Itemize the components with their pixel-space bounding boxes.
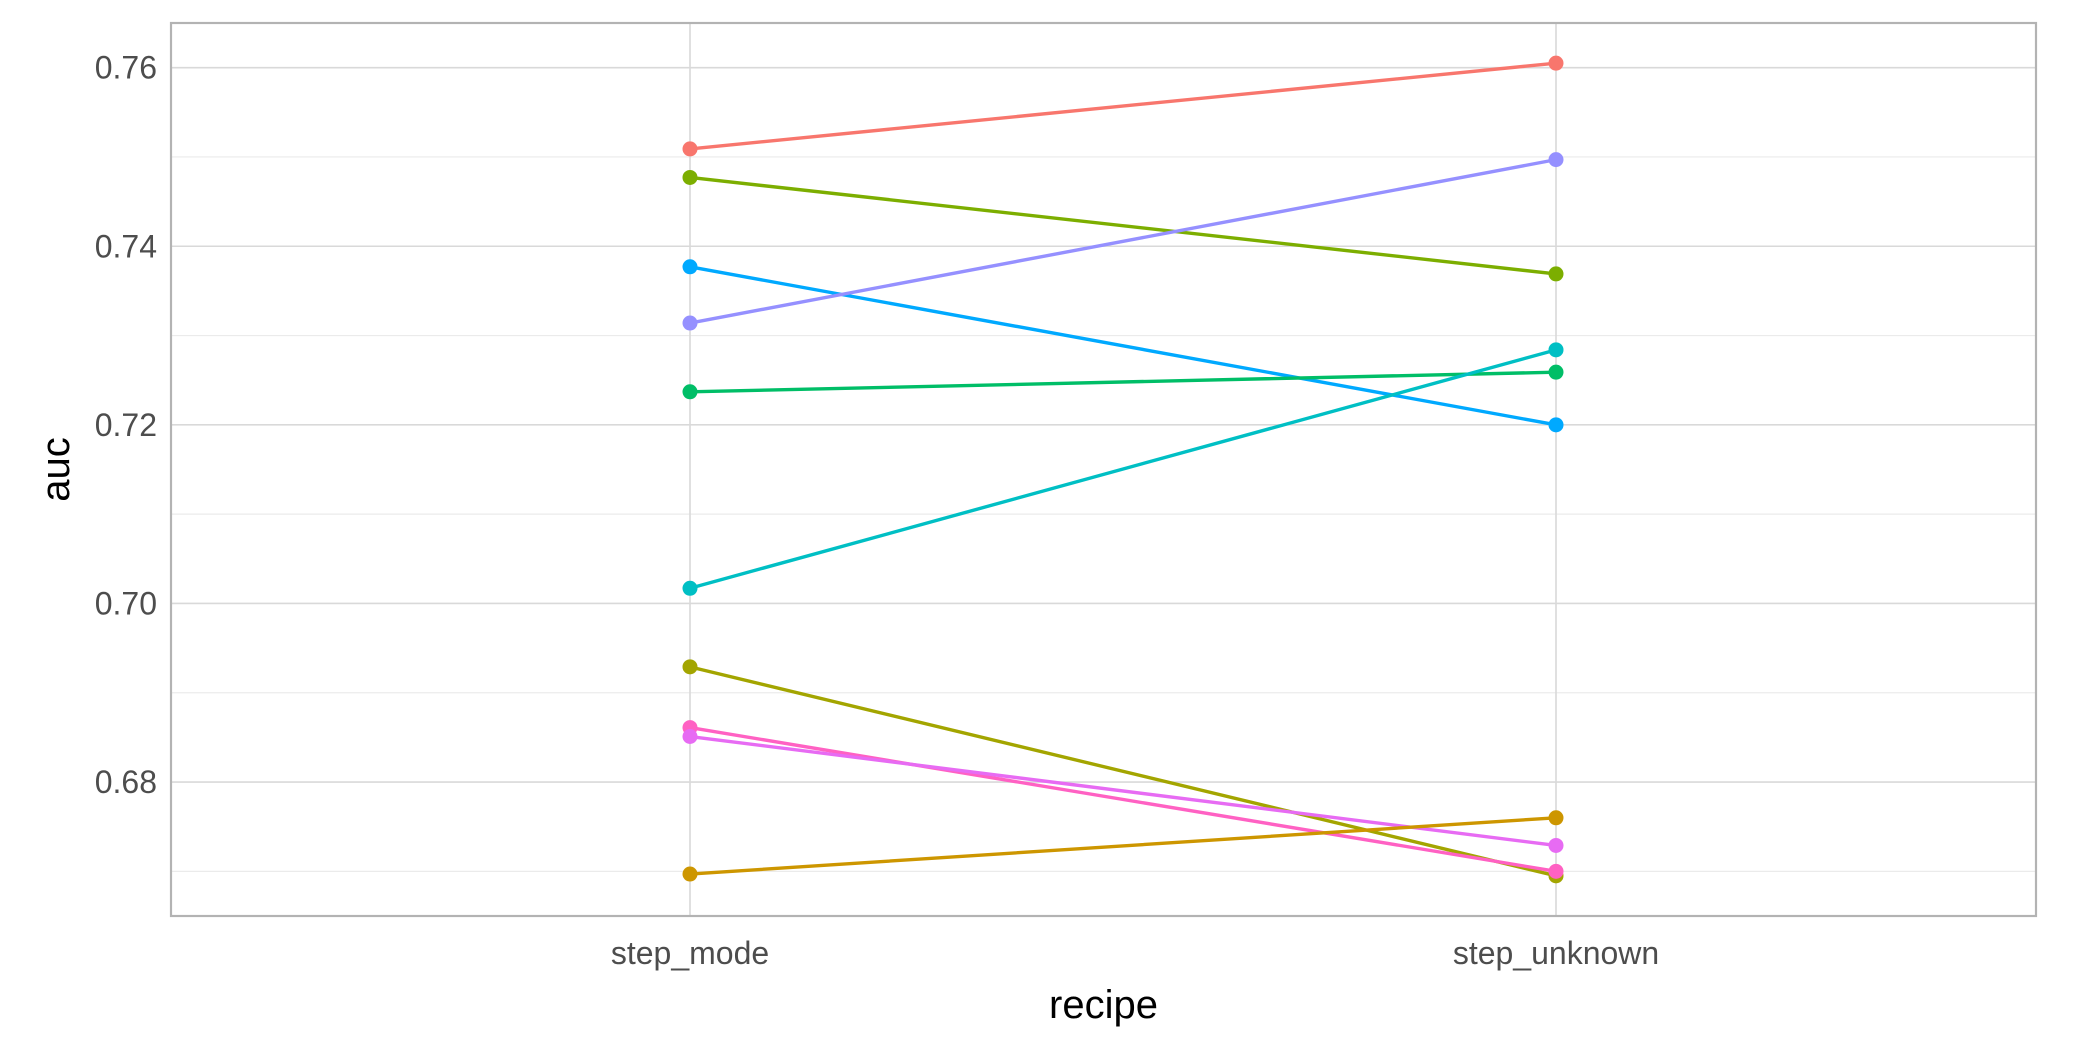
- data-point-9-step_mode: [682, 866, 698, 882]
- data-point-2-step_mode: [682, 259, 698, 275]
- y-tick-label: 0.68: [95, 764, 157, 800]
- data-point-0-step_mode: [682, 141, 698, 157]
- series-line-9: [688, 816, 1558, 876]
- panel-border: [169, 21, 2038, 918]
- x-tick-label-step_unknown: step_unknown: [1453, 935, 1659, 971]
- data-point-1-step_unknown: [1548, 266, 1564, 282]
- x-tick-label-step_mode: step_mode: [611, 935, 769, 971]
- y-tick-label: 0.74: [95, 228, 157, 264]
- data-point-5-step_mode: [682, 580, 698, 596]
- y-tick-label: 0.72: [95, 407, 157, 443]
- series-line-5: [688, 348, 1558, 590]
- series-line-2: [688, 265, 1558, 427]
- series-line-6: [688, 665, 1558, 878]
- data-point-4-step_mode: [682, 384, 698, 400]
- x-axis-tick-labels: step_mode step_unknown: [611, 935, 1659, 971]
- data-point-4-step_unknown: [1548, 364, 1564, 380]
- data-point-5-step_unknown: [1548, 342, 1564, 358]
- x-axis-title: recipe: [1049, 983, 1158, 1027]
- data-point-9-step_unknown: [1548, 810, 1564, 826]
- data-point-1-step_mode: [682, 169, 698, 185]
- data-point-3-step_unknown: [1548, 152, 1564, 168]
- minor-gridlines: [171, 156, 2036, 872]
- data-point-2-step_unknown: [1548, 417, 1564, 433]
- major-gridlines: [171, 23, 2036, 916]
- data-point-6-step_mode: [682, 659, 698, 675]
- series-line-3: [688, 157, 1558, 325]
- series-lines: [688, 61, 1558, 878]
- series-line-7: [688, 725, 1558, 874]
- series-points: [682, 55, 1564, 884]
- y-tick-label: 0.70: [95, 585, 157, 621]
- data-point-7-step_unknown: [1548, 863, 1564, 879]
- data-point-3-step_mode: [682, 315, 698, 331]
- y-axis-tick-labels: 0.68 0.70 0.72 0.74 0.76: [95, 50, 157, 800]
- series-line-1: [688, 175, 1558, 276]
- series-line-0: [688, 61, 1558, 151]
- data-point-8-step_mode: [682, 729, 698, 745]
- y-tick-label: 0.76: [95, 50, 157, 86]
- y-axis-title: auc: [34, 437, 78, 502]
- data-point-0-step_unknown: [1548, 55, 1564, 71]
- data-point-8-step_unknown: [1548, 837, 1564, 853]
- series-line-4: [688, 370, 1558, 394]
